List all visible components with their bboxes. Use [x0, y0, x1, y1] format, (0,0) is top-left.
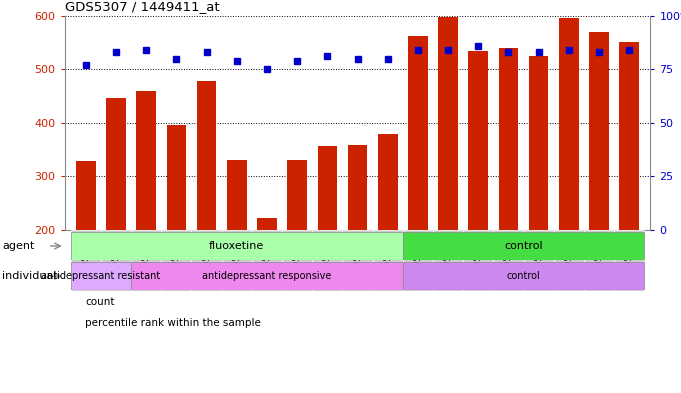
Text: GSM1059581: GSM1059581 [323, 233, 332, 289]
Bar [197, 81, 217, 230]
Text: antidepressant responsive: antidepressant responsive [202, 271, 332, 281]
Text: agent: agent [2, 241, 35, 251]
Bar [282, 230, 313, 291]
Bar [408, 36, 428, 230]
Bar [402, 230, 433, 291]
Text: GSM1059565: GSM1059565 [534, 233, 543, 289]
Text: count: count [85, 297, 114, 307]
Bar [317, 146, 337, 230]
Bar [106, 97, 126, 230]
Text: GSM1059591: GSM1059591 [81, 233, 91, 289]
Bar [402, 262, 644, 290]
Bar [439, 17, 458, 230]
Text: fluoxetine: fluoxetine [209, 241, 264, 251]
Bar [402, 232, 644, 260]
Bar [433, 230, 463, 291]
Text: GDS5307 / 1449411_at: GDS5307 / 1449411_at [65, 0, 219, 13]
Bar [101, 230, 131, 291]
Text: control: control [507, 271, 541, 281]
Text: GSM1059561: GSM1059561 [413, 233, 422, 289]
Bar [348, 145, 367, 230]
Bar [343, 230, 373, 291]
Text: GSM1059594: GSM1059594 [172, 233, 181, 289]
Bar [463, 230, 493, 291]
Bar [71, 232, 402, 260]
Bar [222, 230, 252, 291]
Bar [554, 230, 584, 291]
Bar [257, 218, 276, 230]
Bar [493, 230, 524, 291]
Text: GSM1059580: GSM1059580 [293, 233, 302, 289]
Bar [589, 32, 609, 230]
Text: individual: individual [2, 271, 57, 281]
Text: GSM1059593: GSM1059593 [142, 233, 151, 289]
Bar [227, 160, 247, 230]
Bar [313, 230, 343, 291]
Bar [373, 230, 402, 291]
Bar [614, 230, 644, 291]
Bar [71, 230, 101, 291]
Bar [529, 56, 548, 230]
Bar [584, 230, 614, 291]
Text: antidepressant resistant: antidepressant resistant [42, 271, 161, 281]
Bar [131, 262, 402, 290]
Bar [252, 230, 282, 291]
Bar [498, 48, 518, 230]
Bar [378, 134, 398, 230]
Bar [131, 230, 161, 291]
Bar [287, 160, 307, 230]
Bar [167, 125, 186, 230]
Text: GSM1059582: GSM1059582 [353, 233, 362, 289]
Text: GSM1059592: GSM1059592 [112, 233, 121, 289]
Text: GSM1059567: GSM1059567 [595, 233, 603, 289]
Bar [559, 18, 579, 230]
Text: percentile rank within the sample: percentile rank within the sample [85, 318, 261, 329]
Text: GSM1059566: GSM1059566 [565, 233, 573, 289]
Bar [524, 230, 554, 291]
Text: GSM1059562: GSM1059562 [443, 233, 453, 289]
Bar [71, 262, 131, 290]
Bar [469, 51, 488, 230]
Text: GSM1059568: GSM1059568 [624, 233, 634, 289]
Text: GSM1059583: GSM1059583 [383, 233, 392, 289]
Bar [136, 91, 156, 230]
Text: control: control [504, 241, 543, 251]
Text: GSM1059577: GSM1059577 [202, 233, 211, 289]
Bar [161, 230, 191, 291]
Bar [620, 42, 639, 230]
Bar [76, 162, 95, 230]
Text: GSM1059579: GSM1059579 [262, 233, 272, 289]
Text: GSM1059578: GSM1059578 [232, 233, 241, 289]
Text: GSM1059563: GSM1059563 [474, 233, 483, 289]
Bar [191, 230, 222, 291]
Text: GSM1059564: GSM1059564 [504, 233, 513, 289]
